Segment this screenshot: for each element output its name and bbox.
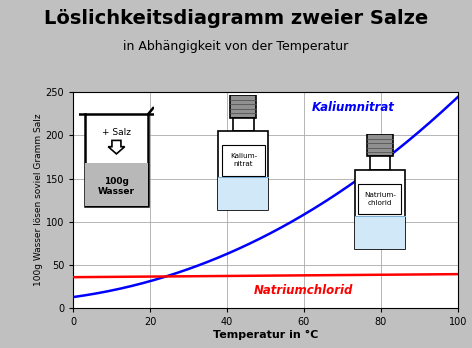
Text: in Abhängigkeit von der Temperatur: in Abhängigkeit von der Temperatur <box>123 40 349 53</box>
Text: Natriumchlorid: Natriumchlorid <box>254 284 354 297</box>
Text: Löslichkeitsdiagramm zweier Salze: Löslichkeitsdiagramm zweier Salze <box>44 9 428 28</box>
Text: Kaliumnitrat: Kaliumnitrat <box>312 101 395 114</box>
Y-axis label: 100g Wasser lösen soviel Gramm Salz: 100g Wasser lösen soviel Gramm Salz <box>34 114 43 286</box>
X-axis label: Temperatur in °C: Temperatur in °C <box>213 330 318 340</box>
